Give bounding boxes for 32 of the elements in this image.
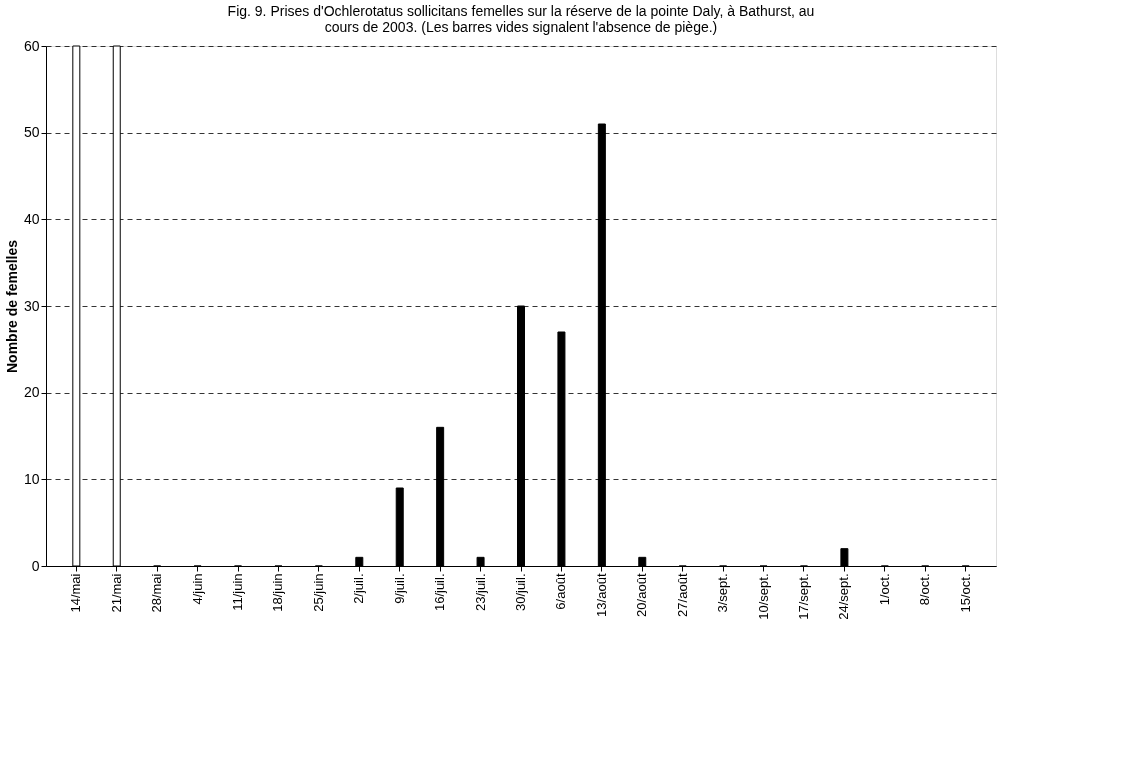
x-tick-label: 30/juil. xyxy=(513,573,528,612)
x-tick-label: 23/juil. xyxy=(472,573,488,612)
y-axis-title: Nombre de femelles xyxy=(3,239,20,374)
x-tick-label: 18/juin xyxy=(270,573,286,612)
x-tick-label: 21/mai xyxy=(108,573,124,613)
y-tick-label: 50 xyxy=(23,124,40,141)
x-tick-label: 17/sept. xyxy=(795,573,811,620)
x-tick-label: 2/juil. xyxy=(351,573,367,604)
x-tick-label: 28/mai xyxy=(149,573,165,613)
x-tick-label: 24/sept. xyxy=(836,573,852,620)
x-tick-label: 27/août xyxy=(674,573,690,617)
y-tick-label: 30 xyxy=(23,297,40,314)
x-tick-label: 1/oct. xyxy=(876,573,892,606)
y-tick-label: 40 xyxy=(23,210,40,227)
x-tick-label: 4/juin xyxy=(189,573,205,605)
x-tick-label: 10/sept. xyxy=(755,573,771,620)
y-tick-label: 10 xyxy=(23,470,40,487)
y-tick-label: 20 xyxy=(23,384,40,401)
x-tick-label: 3/sept. xyxy=(715,573,731,613)
x-tick-label: 16/juil. xyxy=(432,573,448,612)
x-tick-label: 6/août xyxy=(553,573,569,610)
x-tick-label: 11/juin xyxy=(230,573,246,611)
y-tick-label: 0 xyxy=(31,557,40,574)
x-tick-label: 14/mai xyxy=(68,573,84,613)
x-tick-label: 15/oct. xyxy=(957,573,973,613)
x-tick-label: 13/août xyxy=(593,573,609,617)
x-tick-label: 9/juil. xyxy=(391,573,407,604)
y-tick-label: 60 xyxy=(23,37,40,54)
x-tick-label: 25/juin xyxy=(310,573,326,612)
chart-title: Fig. 9. Prises d'Ochlerotatus sollicitans femelles sur la réserve de la pointe Daly, à Bathurst, au cours de 2003. (Les barres vides signalent l'absence de piège.) xyxy=(227,3,815,35)
x-tick-label: 8/oct. xyxy=(917,573,933,606)
x-tick-label: 20/août xyxy=(634,573,650,617)
